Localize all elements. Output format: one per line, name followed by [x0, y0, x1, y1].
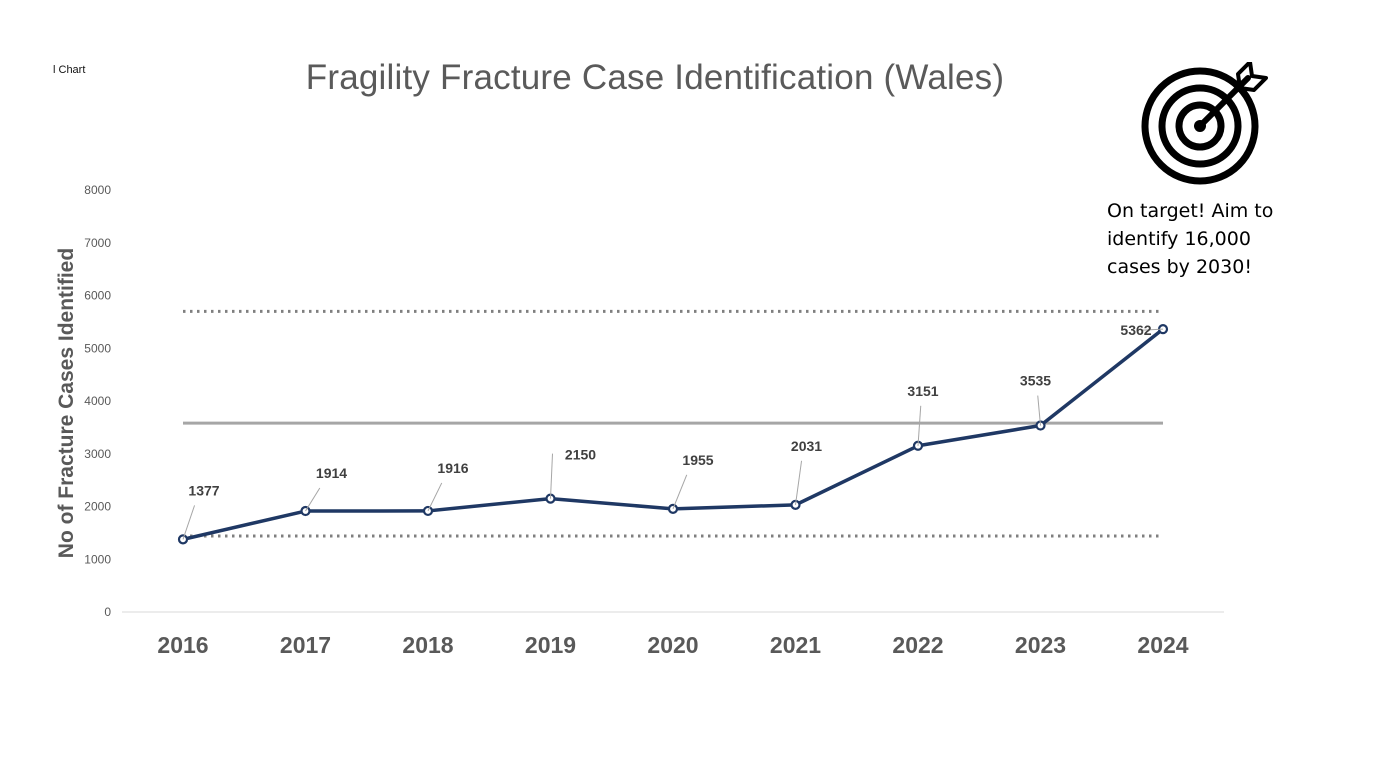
y-tick-label: 1000: [84, 552, 111, 566]
x-tick-label: 2022: [892, 632, 943, 658]
y-tick-label: 4000: [84, 394, 111, 408]
y-tick-label: 8000: [84, 183, 111, 197]
data-label-leader: [182, 505, 196, 540]
data-label: 1916: [437, 460, 468, 476]
y-tick-label: 7000: [84, 236, 111, 250]
y-tick-label: 0: [104, 605, 111, 619]
data-label-leader: [672, 474, 688, 510]
data-label-leader: [1142, 328, 1164, 331]
x-tick-label: 2019: [525, 632, 576, 658]
x-tick-label: 2018: [402, 632, 453, 658]
data-labels: 1377 1914 1916 2150 1955 2031 3151 3535 5362: [182, 322, 1164, 540]
series: [177, 324, 1169, 545]
x-tick-label: 2023: [1015, 632, 1066, 658]
reference-lines: [183, 309, 1163, 538]
data-label-leader: [550, 453, 553, 499]
x-tick-label: 2017: [280, 632, 331, 658]
target-note-line: identify 16,000: [1107, 228, 1251, 250]
data-label: 1914: [316, 465, 347, 481]
x-tick-label: 2016: [157, 632, 208, 658]
data-label: 1377: [188, 482, 219, 498]
data-label-leader: [427, 482, 443, 512]
y-tick-label: 2000: [84, 500, 111, 514]
x-tick-label: 2021: [770, 632, 821, 658]
target-arrow-icon: [1141, 62, 1268, 185]
data-label: 5362: [1120, 322, 1151, 338]
x-tick-labels: 2016 2017 2018 2019 2020 2021 2022 2023 2024: [157, 632, 1188, 658]
data-label-leader: [917, 405, 922, 446]
corner-label: l Chart: [53, 64, 86, 76]
target-note-line: On target! Aim to: [1107, 200, 1274, 222]
y-tick-label: 6000: [84, 289, 111, 303]
data-label-leader: [795, 460, 803, 505]
y-tick-labels: 0 1000 2000 3000 4000 5000 6000 7000 8000: [84, 183, 111, 619]
data-point: [422, 505, 434, 517]
data-label: 1955: [682, 452, 713, 468]
data-label: 3151: [907, 383, 938, 399]
chart-title: Fragility Fracture Case Identification (…: [305, 58, 1005, 97]
x-tick-label: 2024: [1137, 632, 1188, 658]
data-label: 3535: [1020, 373, 1051, 389]
x-tick-label: 2020: [647, 632, 698, 658]
y-axis-title: No of Fracture Cases Identified: [55, 248, 78, 558]
data-label: 2150: [565, 447, 596, 463]
target-note: On target! Aim to identify 16,000 cases …: [1107, 197, 1307, 281]
data-label-leader: [1037, 395, 1041, 426]
data-label-leader: [305, 487, 321, 512]
y-tick-label: 3000: [84, 447, 111, 461]
data-point: [667, 503, 679, 514]
y-tick-label: 5000: [84, 341, 111, 355]
data-label: 2031: [791, 438, 822, 454]
target-note-line: cases by 2030!: [1107, 256, 1252, 278]
